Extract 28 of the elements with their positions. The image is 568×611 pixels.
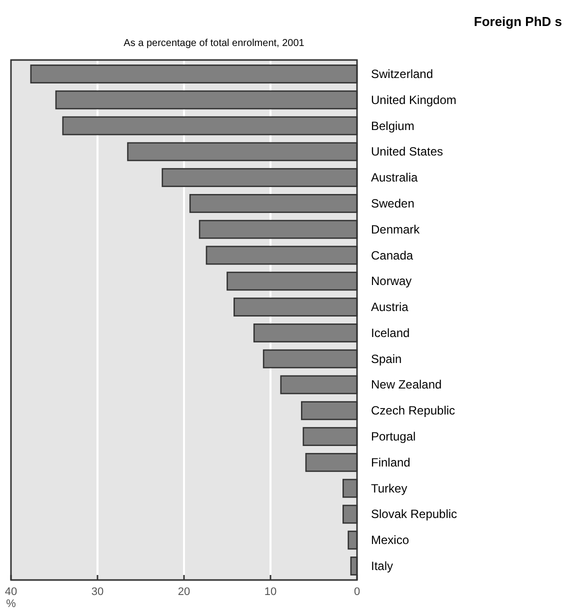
y-tick-label: Austria (371, 300, 409, 314)
y-tick-label: Spain (371, 352, 402, 366)
x-tick-label: 0 (354, 586, 360, 598)
y-tick-label: Norway (371, 274, 412, 288)
x-tick-label: 10 (264, 586, 277, 598)
y-tick-label: Finland (371, 455, 410, 470)
text: Foreign PhD s (474, 14, 562, 29)
y-tick-label: Sweden (371, 196, 414, 210)
y-tick-label: Australia (371, 170, 418, 185)
x-tick-label: 30 (91, 586, 104, 598)
y-tick-label: Slovak Republic (371, 507, 458, 522)
y-tick-label: Iceland (371, 326, 410, 340)
y-tick-label: Czech Republic (371, 404, 456, 418)
y-tick-label: Turkey (371, 481, 408, 496)
x-axis-title: % (6, 598, 16, 610)
y-tick-label: Denmark (371, 222, 421, 236)
y-tick-label: Belgium (371, 118, 414, 133)
x-tick-label: 20 (178, 586, 190, 598)
y-tick-label: Portugal (371, 430, 416, 444)
y-tick-label: New Zealand (371, 378, 442, 392)
y-tick-label: Mexico (371, 533, 410, 548)
x-tick-label: 40 (4, 586, 18, 598)
y-tick-label: United States (371, 144, 444, 159)
y-tick-label: Switzerland (371, 66, 434, 81)
y-tick-label: Italy (371, 559, 394, 574)
chart-subtitle: As a percentage of total enrolment, 2001 (124, 38, 305, 49)
y-tick-label: United Kingdom (371, 92, 456, 107)
y-tick-label: Canada (371, 248, 414, 262)
